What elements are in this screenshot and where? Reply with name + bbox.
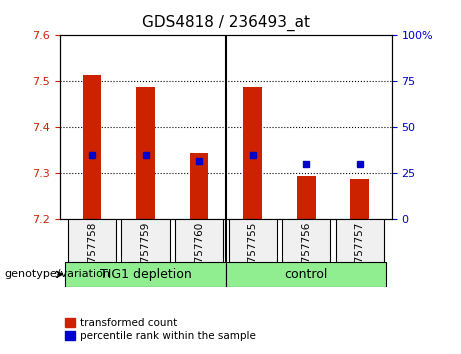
Text: GSM757757: GSM757757	[355, 222, 365, 285]
Bar	[83, 74, 101, 219]
Bar	[190, 153, 208, 219]
Text: GSM757756: GSM757756	[301, 222, 311, 285]
Bar	[136, 87, 155, 219]
FancyBboxPatch shape	[68, 219, 116, 262]
FancyBboxPatch shape	[282, 219, 330, 262]
Text: TIG1 depletion: TIG1 depletion	[100, 268, 191, 281]
FancyBboxPatch shape	[175, 219, 223, 262]
Bar	[297, 176, 316, 219]
Text: GSM757760: GSM757760	[194, 222, 204, 285]
Text: GSM757758: GSM757758	[87, 222, 97, 285]
Text: genotype/variation: genotype/variation	[5, 269, 111, 279]
FancyBboxPatch shape	[229, 219, 277, 262]
Bar	[350, 179, 369, 219]
FancyBboxPatch shape	[336, 219, 384, 262]
Text: control: control	[284, 268, 328, 281]
Legend: transformed count, percentile rank within the sample: transformed count, percentile rank withi…	[60, 313, 260, 345]
Text: GSM757755: GSM757755	[248, 222, 258, 285]
Title: GDS4818 / 236493_at: GDS4818 / 236493_at	[142, 15, 310, 31]
FancyBboxPatch shape	[65, 262, 226, 287]
Text: GSM757759: GSM757759	[141, 222, 151, 285]
Bar	[243, 87, 262, 219]
FancyBboxPatch shape	[122, 219, 170, 262]
FancyBboxPatch shape	[226, 262, 386, 287]
